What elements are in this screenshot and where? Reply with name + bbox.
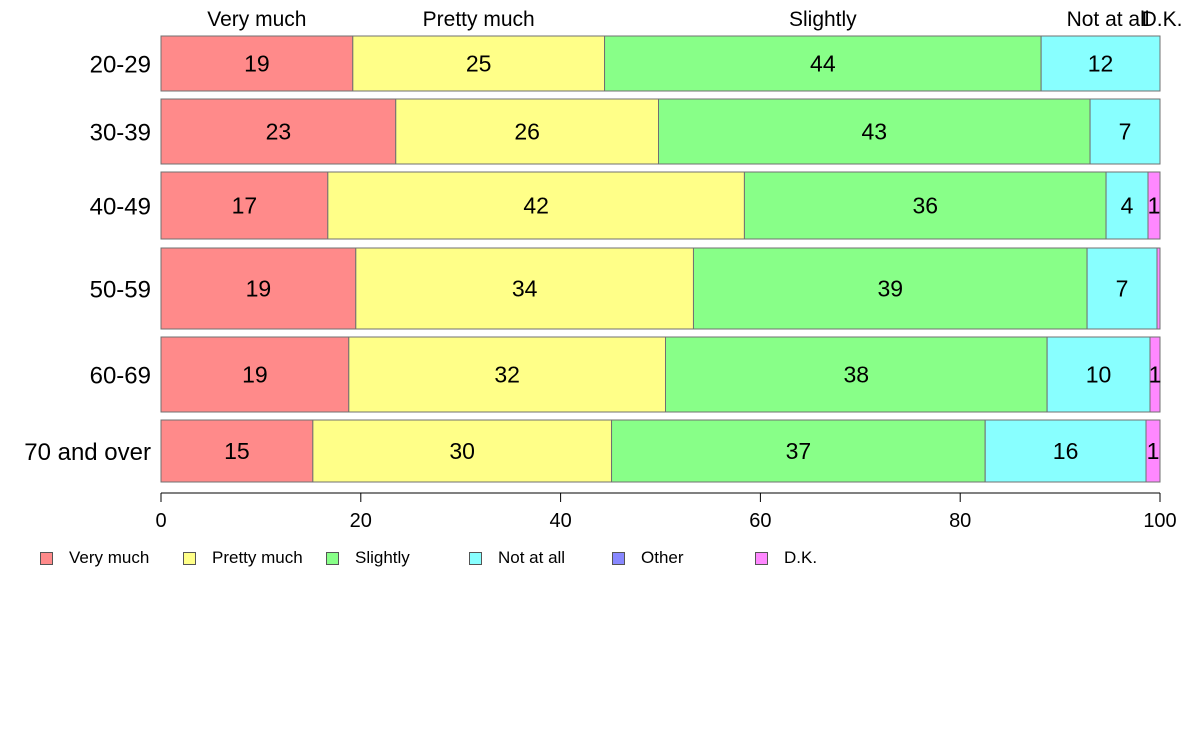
legend-swatch [469, 551, 482, 565]
x-tick-label: 40 [549, 510, 571, 532]
legend-swatch [755, 551, 768, 565]
bar-segment-not-at-all [1089, 98, 1161, 165]
data-label: 38 [844, 362, 870, 388]
data-label: 42 [523, 193, 549, 219]
bar-segment-very-much [160, 171, 329, 240]
x-tick-label: 100 [1143, 510, 1176, 532]
data-label: 34 [512, 276, 538, 302]
column-header: D.K. [1142, 8, 1183, 31]
legend-label: Not at all [498, 548, 566, 567]
bar-segment-not-at-all [1040, 35, 1161, 92]
bar-segment-pretty-much [312, 419, 613, 483]
bar-segment-slightly [664, 336, 1048, 413]
data-label: 4 [1121, 193, 1134, 219]
bar-segment-not-at-all [1105, 171, 1149, 240]
legend-label: Pretty much [212, 548, 303, 567]
data-label: 36 [912, 193, 938, 219]
category-label: 50-59 [90, 277, 151, 304]
category-label: 20-29 [90, 52, 151, 79]
data-label: 32 [494, 362, 520, 388]
bar-segment-very-much [160, 247, 357, 330]
x-tick-label: 80 [949, 510, 971, 532]
legend-swatch [40, 551, 53, 565]
column-header: Slightly [789, 8, 857, 31]
bar-segment-slightly [692, 247, 1088, 330]
x-tick-label: 60 [749, 510, 771, 532]
column-header: Not at all [1067, 8, 1150, 31]
data-label: 15 [224, 438, 250, 464]
data-label: 12 [1088, 51, 1114, 77]
legend-item: Pretty much [183, 548, 303, 568]
legend-item: Not at all [469, 548, 565, 568]
bar-segment-d-k [1156, 247, 1161, 330]
legend-label: D.K. [784, 548, 818, 567]
x-tick-label: 0 [155, 510, 166, 532]
legend: Very much Pretty much Slightly Not at all Ot… [40, 548, 940, 568]
bar-segment-slightly [658, 98, 1091, 165]
bar-segment-not-at-all [984, 419, 1147, 483]
data-label: 44 [810, 51, 836, 77]
bar-segment-pretty-much [348, 336, 666, 413]
data-label: 1 [1149, 362, 1162, 388]
bar-segment-d-k [1149, 336, 1161, 413]
data-label: 39 [877, 276, 903, 302]
legend-swatch [183, 551, 196, 565]
legend-item: Very much [40, 548, 149, 568]
data-label: 23 [266, 119, 292, 145]
column-header: Pretty much [423, 8, 535, 31]
bar-segment-very-much [160, 35, 354, 92]
data-label: 1 [1147, 438, 1160, 464]
legend-swatch [326, 551, 339, 565]
x-tick-label: 20 [350, 510, 372, 532]
legend-label: Very much [69, 548, 150, 567]
data-label: 16 [1053, 438, 1079, 464]
category-label: 70 and over [24, 439, 151, 466]
bar-segment-d-k [1145, 419, 1161, 483]
bar-segment-pretty-much [327, 171, 745, 240]
data-label: 1 [1148, 193, 1161, 219]
bar-segment-d-k [1147, 171, 1161, 240]
data-label: 43 [861, 119, 887, 145]
data-label: 10 [1086, 362, 1112, 388]
bar-segment-pretty-much [352, 35, 606, 92]
column-header: Very much [207, 8, 306, 31]
legend-label: Slightly [355, 548, 410, 567]
bar-segment-very-much [160, 98, 397, 165]
data-label: 25 [466, 51, 492, 77]
legend-item: D.K. [755, 548, 817, 568]
category-label: 30-39 [90, 120, 151, 147]
data-label: 7 [1119, 119, 1132, 145]
data-label: 19 [246, 276, 272, 302]
bar-segment-pretty-much [395, 98, 660, 165]
data-label: 7 [1116, 276, 1129, 302]
legend-item: Slightly [326, 548, 410, 568]
category-label: 60-69 [90, 363, 151, 390]
data-label: 30 [449, 438, 475, 464]
legend-item: Other [612, 548, 684, 568]
data-label: 37 [786, 438, 812, 464]
category-label: 40-49 [90, 194, 151, 221]
data-label: 17 [232, 193, 258, 219]
bar-segment-pretty-much [355, 247, 694, 330]
legend-label: Other [641, 548, 684, 567]
bar-segment-slightly [604, 35, 1042, 92]
legend-swatch [612, 551, 625, 565]
data-label: 26 [514, 119, 540, 145]
data-label: 19 [244, 51, 270, 77]
bar-segment-slightly [611, 419, 986, 483]
data-label: 19 [242, 362, 268, 388]
